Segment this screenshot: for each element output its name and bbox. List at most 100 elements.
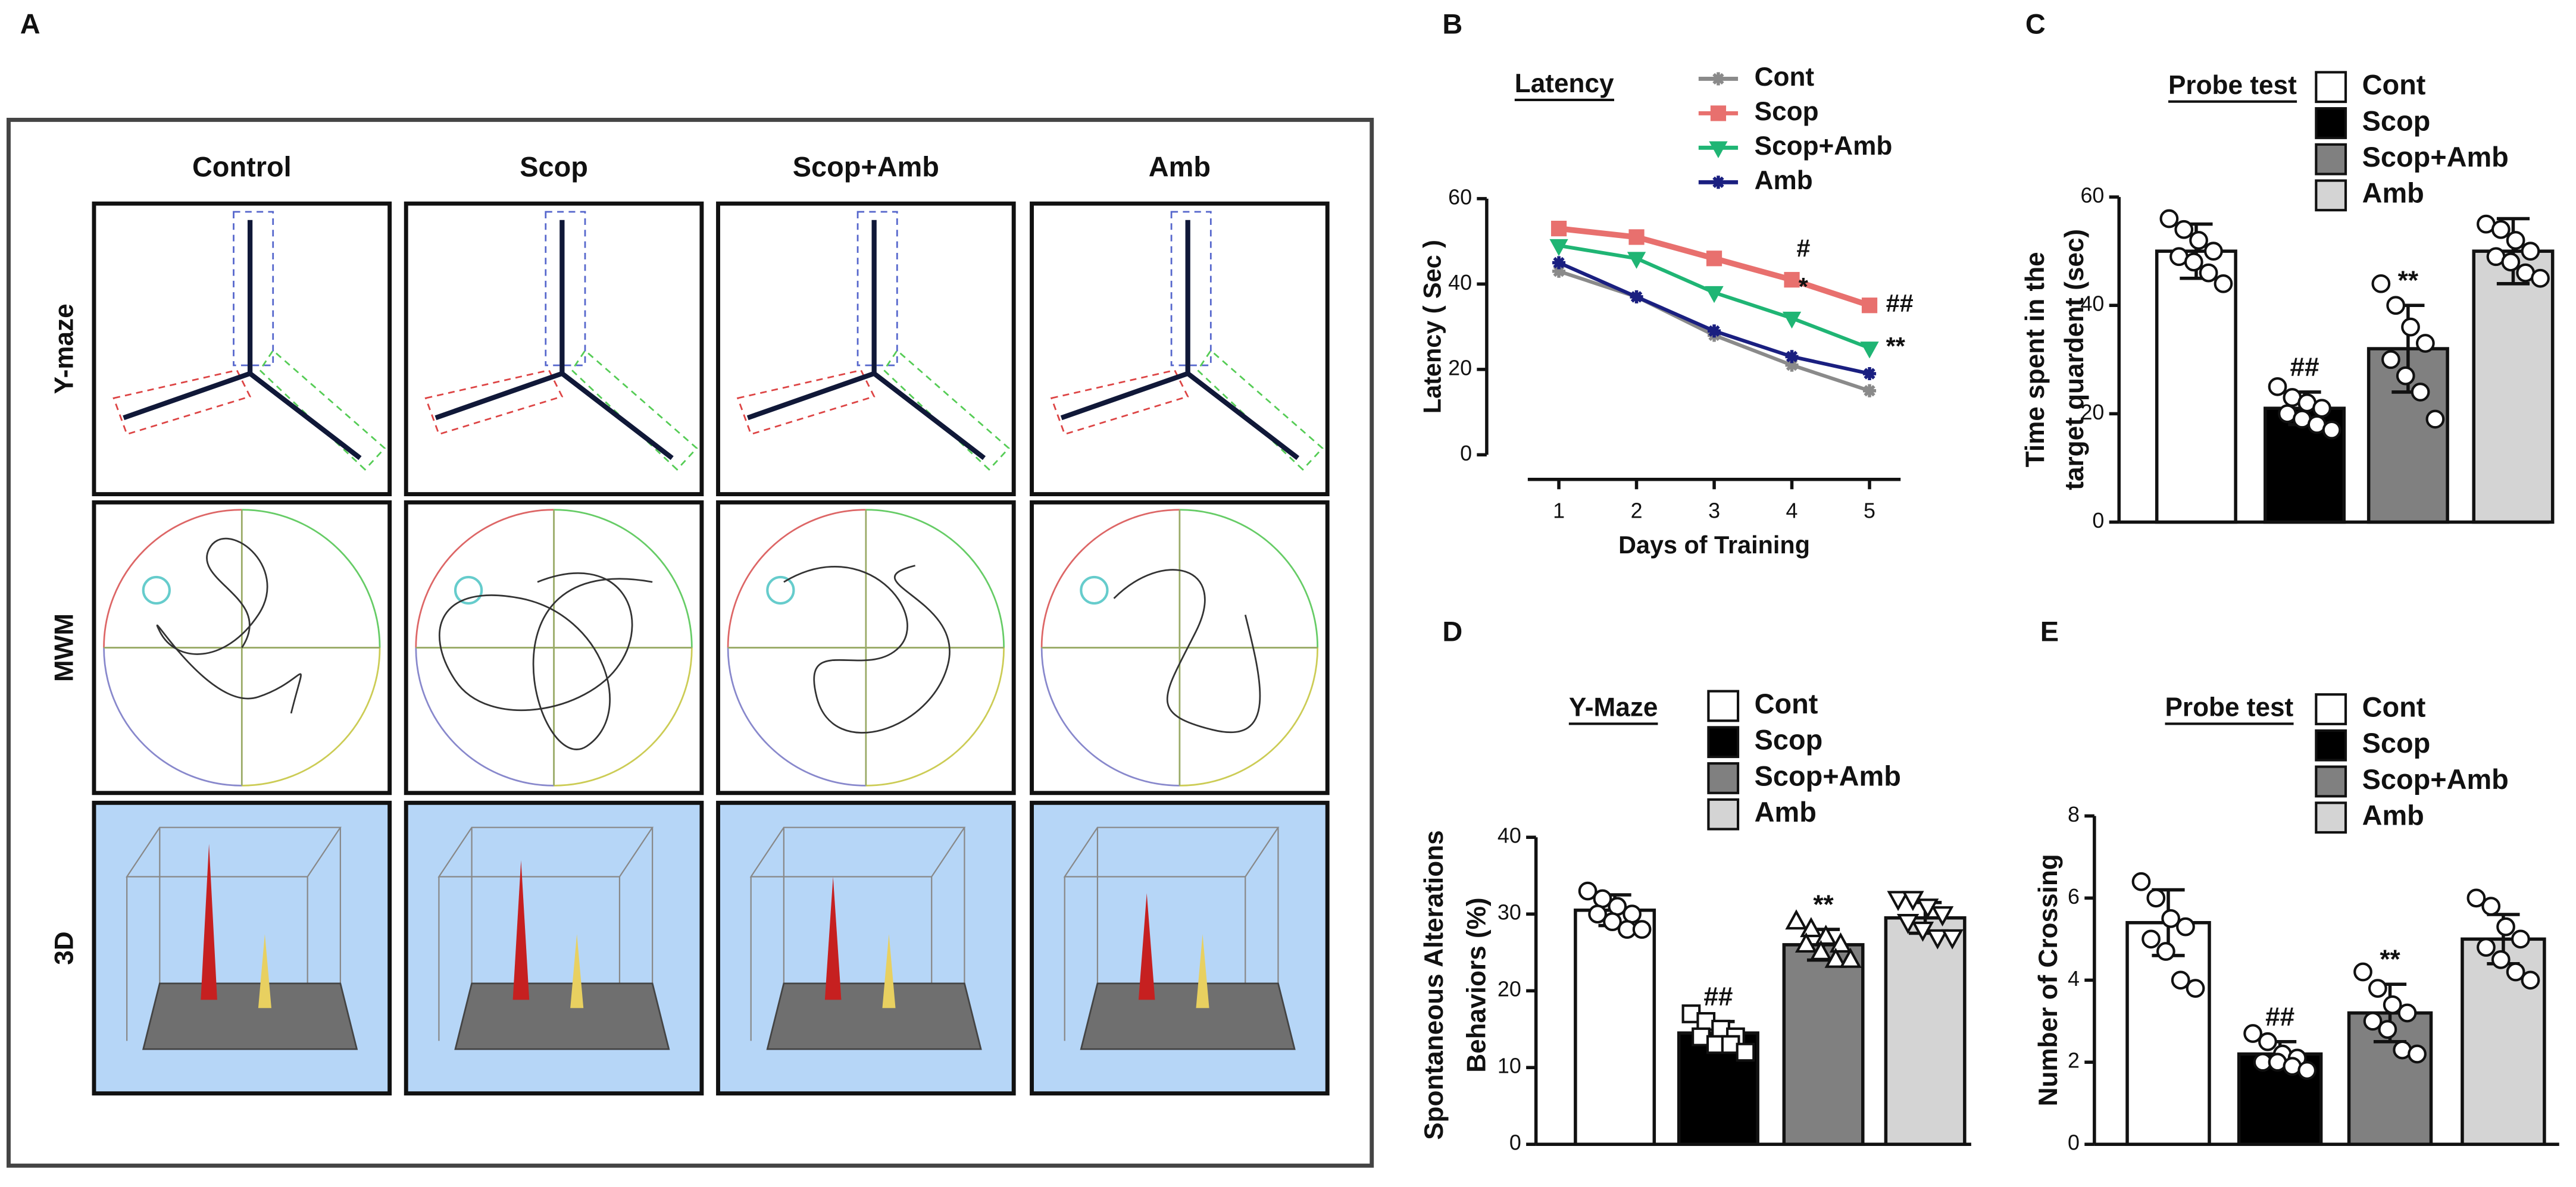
legend-swatch [2315,143,2347,176]
y-tick-label: 60 [1448,185,1472,209]
y-tick-label: 40 [1448,271,1472,295]
marker [2312,399,2331,418]
marker [2189,231,2208,250]
pool [554,647,693,787]
legend-label: Cont [1755,62,1815,92]
bar [1574,909,1656,1147]
legend-label: Scop+Amb [2362,764,2509,795]
marker [2176,917,2195,937]
marker [2297,1061,2317,1080]
pool [415,647,554,787]
y-tick-label: 40 [1498,824,1521,848]
pool [103,647,242,787]
marker [1800,917,1822,938]
marker [2386,296,2406,315]
marker [1931,906,1954,927]
peak [1196,934,1209,1009]
platform [454,575,483,605]
legend-label: Scop+Amb [1755,760,1901,791]
pool [727,647,866,787]
legend-label: Amb [1755,166,1813,195]
pool [1179,509,1319,648]
marker [2353,962,2372,982]
marker [2184,252,2203,272]
marker [2521,970,2540,990]
track [434,220,674,461]
legend-label: Cont [1755,688,1818,719]
marker [2506,962,2525,982]
marker [2156,942,2175,961]
row-title: 3D [50,931,79,964]
marker [2186,979,2205,998]
row-title: MWM [50,613,79,682]
marker [2466,888,2486,908]
marker [1785,909,1808,930]
legend-swatch [2315,801,2347,834]
marker [1795,932,1818,953]
annotation: ## [1703,982,1733,1011]
pool [242,647,381,787]
legend-swatch [2315,71,2347,104]
marker [2501,252,2521,272]
y-tick-label: 0 [1460,441,1472,465]
arm-zone [1050,369,1189,436]
pool [1040,509,1180,648]
marker [1809,939,1833,960]
marker [1632,920,1652,939]
y-tick-label: 0 [2068,1131,2080,1155]
marker [1785,358,1799,372]
pool [1179,647,1319,787]
y-tick-label: 20 [2080,400,2104,424]
x-tick-label: 5 [1864,499,1875,522]
swim-path [783,565,951,734]
y-tick-label: 0 [2092,509,2104,533]
arm-zone [856,211,898,367]
swim-path [1113,569,1261,734]
marker [1860,342,1879,359]
marker [2268,377,2287,396]
marker [1550,220,1567,237]
marker [2411,383,2430,402]
peak [882,934,896,1009]
box [437,826,654,1041]
marker [1628,229,1645,245]
y-tick-label: 60 [2080,184,2104,208]
marker [2408,1044,2427,1064]
arm-zone [545,211,586,367]
annotation: ** [2380,945,2400,974]
marker [1861,297,1878,314]
annotation: * [1799,273,1809,300]
peak [1138,893,1155,1000]
box [749,826,966,1041]
legend-label: Amb [2362,178,2424,209]
track [746,220,986,461]
legend-label: Scop [1755,97,1819,126]
legend-swatch [1707,690,1740,722]
platform [1080,575,1109,605]
pool [865,647,1005,787]
marker [1552,264,1566,278]
marker [2159,209,2179,228]
marker [2506,231,2525,250]
panel-label: B [1442,9,1462,40]
x-tick-label: 1 [1553,499,1565,522]
legend-label: Scop [1755,725,1823,756]
column-title: Scop [520,152,588,183]
y-tick-label: 2 [2068,1049,2080,1073]
platform [766,575,795,605]
pool [865,509,1005,648]
legend-swatch [2315,107,2347,139]
arm-zone [424,369,564,436]
arm-zone [1170,211,1212,367]
column-title: Control [192,152,292,183]
peak [201,844,217,1000]
y-tick-label: 20 [1448,356,1472,380]
legend-swatch [2315,179,2347,212]
y-axis-label: Behaviors (%) [1462,897,1492,1072]
pool [242,509,381,648]
chart-title: Probe test [2168,71,2297,100]
panel-label: C [2025,9,2046,40]
y-tick-label: 40 [2080,292,2104,316]
y-tick-label: 6 [2068,885,2080,909]
marker [2397,1003,2417,1023]
